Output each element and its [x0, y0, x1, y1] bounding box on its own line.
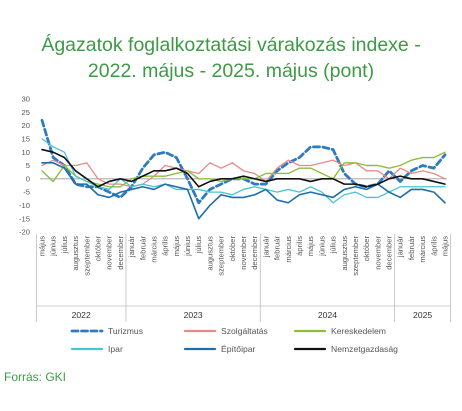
- x-tick-label: december: [116, 236, 125, 270]
- x-tick-label: február: [138, 236, 147, 261]
- x-tick-label: szeptember: [82, 236, 91, 276]
- legend-label: Turizmus: [108, 326, 143, 336]
- series-line-kereskedelem: [41, 151, 446, 188]
- x-tick-label: május: [306, 236, 315, 256]
- chart-title-line-2: 2022. május - 2025. május (pont): [87, 60, 375, 82]
- x-tick-label: január: [396, 236, 405, 259]
- x-tick-label: augusztus: [71, 236, 80, 271]
- legend-label: Kereskedelem: [331, 326, 386, 336]
- y-tick-label: 0: [26, 174, 30, 183]
- series-layer: [40, 118, 447, 220]
- x-tick-label: június: [49, 236, 58, 257]
- x-tick-label: október: [93, 236, 102, 262]
- x-tick-label: március: [284, 236, 293, 263]
- y-tick-label: 10: [22, 148, 30, 157]
- legend-label: Ipar: [108, 344, 123, 354]
- x-tick-label: november: [373, 236, 382, 270]
- y-tick-label: -5: [23, 188, 30, 197]
- year-label: 2024: [318, 310, 337, 320]
- legend-layer: Turizmus Szolgáltatás Kereskedelem Ipar Épít…: [70, 326, 398, 354]
- x-tick-label: május: [172, 236, 181, 256]
- y-tick-label: 15: [22, 135, 30, 144]
- year-label: 2025: [413, 310, 432, 320]
- x-tick-label: augusztus: [340, 236, 349, 271]
- x-tick-label: január: [127, 236, 136, 259]
- series-line-ipar: [41, 138, 446, 204]
- x-tick-label: szeptember: [217, 236, 226, 276]
- y-tick-label: 20: [22, 121, 30, 130]
- x-tick-label: június: [183, 236, 192, 257]
- series-line-nemzetgazdaság: [41, 148, 446, 188]
- x-tick-label: április: [429, 236, 438, 256]
- x-tick-label: április: [295, 236, 304, 256]
- x-tick-label: július: [60, 236, 69, 255]
- year-label: 2022: [72, 310, 91, 320]
- chart-title-line-1: Ágazatok foglalkoztatási várakozás index…: [41, 34, 421, 56]
- x-tick-label: október: [228, 236, 237, 262]
- x-tick-label: március: [418, 236, 427, 263]
- x-tick-label: december: [385, 236, 394, 270]
- x-tick-label: április: [161, 236, 170, 256]
- x-tick-label: március: [149, 236, 158, 263]
- x-tick-label: február: [407, 236, 416, 261]
- year-label: 2023: [184, 310, 203, 320]
- legend-label: Nemzetgazdaság: [331, 344, 398, 354]
- chart-title: Ágazatok foglalkoztatási várakozás index…: [0, 32, 462, 84]
- x-tick-label: július: [194, 236, 203, 255]
- x-tick-label: november: [239, 236, 248, 270]
- legend-label: Építőipar: [221, 344, 256, 354]
- series-line-turizmus: [40, 118, 447, 205]
- x-tick-label: október: [362, 236, 371, 262]
- x-tick-label: november: [105, 236, 114, 270]
- x-tick-label: szeptember: [351, 236, 360, 276]
- y-tick-label: 25: [22, 108, 30, 117]
- y-tick-label: -10: [19, 201, 30, 210]
- x-tick-label: augusztus: [205, 236, 214, 271]
- x-tick-label: május: [38, 236, 47, 256]
- x-tick-label: május: [441, 236, 450, 256]
- y-tick-label: -20: [19, 228, 30, 237]
- x-tick-label: január: [261, 236, 270, 259]
- x-tick-label: július: [329, 236, 338, 255]
- y-tick-label: -15: [19, 214, 30, 223]
- x-tick-label: június: [317, 236, 326, 257]
- series-line-szolgáltatás: [41, 159, 446, 188]
- x-tick-label: december: [250, 236, 259, 270]
- x-tick-label: február: [273, 236, 282, 261]
- legend-label: Szolgáltatás: [221, 326, 268, 336]
- source-note: Forrás: GKI: [4, 370, 67, 384]
- y-tick-label: 5: [26, 161, 30, 170]
- y-tick-label: 30: [22, 95, 30, 104]
